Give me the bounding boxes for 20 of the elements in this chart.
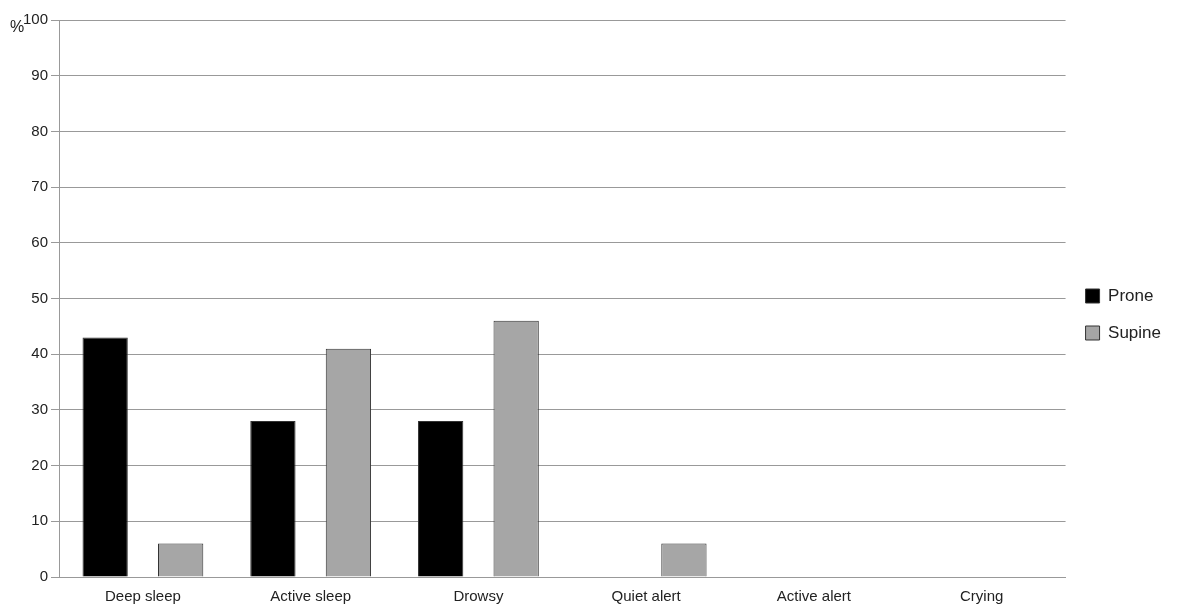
legend-label: Supine <box>1108 322 1161 342</box>
y-tick-label: 90 <box>31 65 49 83</box>
x-tick-label: Quiet alert <box>611 587 682 605</box>
legend-label: Prone <box>1108 285 1154 305</box>
y-tick-label: 20 <box>31 455 49 473</box>
x-tick-label: Active alert <box>776 587 852 605</box>
y-tick-label: 0 <box>39 567 49 585</box>
y-tick-label: 100 <box>23 10 49 28</box>
x-tick-label: Active sleep <box>270 587 352 605</box>
y-tick-label: 80 <box>31 121 49 139</box>
y-tick-label: 70 <box>31 177 49 195</box>
y-tick-label: 30 <box>31 400 49 418</box>
y-axis-title: % <box>10 18 25 36</box>
y-tick-label: 50 <box>31 288 49 306</box>
y-tick-label: 60 <box>31 232 49 250</box>
x-tick-label: Crying <box>960 587 1004 605</box>
y-tick-label: 40 <box>31 344 49 362</box>
y-tick-label: 10 <box>31 511 49 529</box>
x-tick-label: Deep sleep <box>104 587 181 605</box>
x-tick-label: Drowsy <box>453 587 504 605</box>
